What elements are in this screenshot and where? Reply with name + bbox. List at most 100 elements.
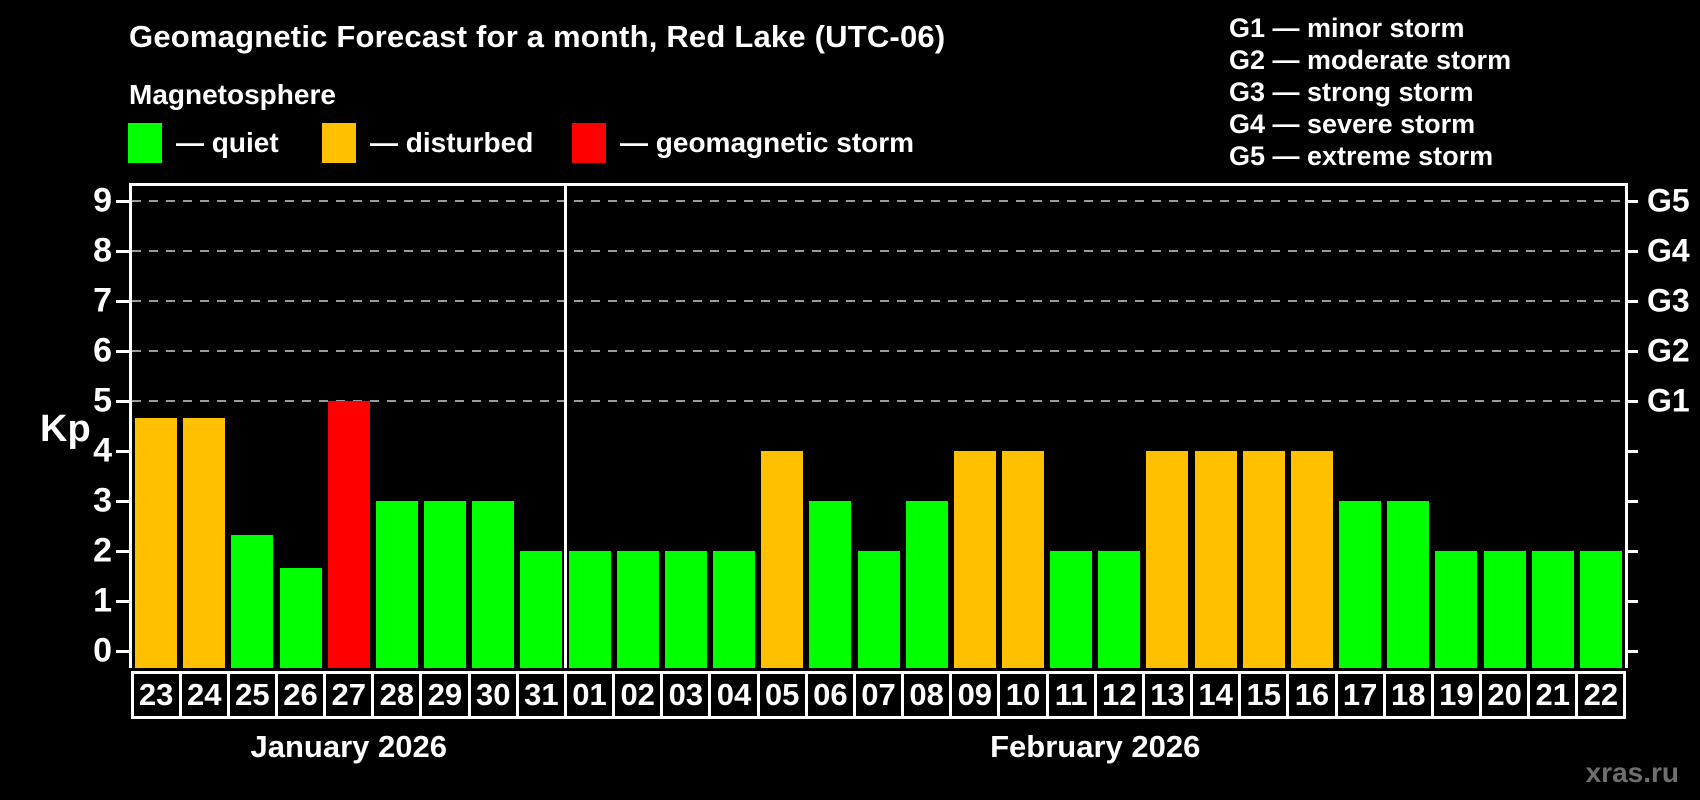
day-label-09: 09 (949, 671, 1001, 719)
kp-axis-title: Kp (40, 408, 91, 450)
right-tick-kp1 (1625, 599, 1638, 603)
day-label-23: 23 (130, 671, 182, 719)
watermark: xras.ru (1585, 757, 1679, 788)
gridline-kp8 (132, 250, 1625, 252)
storm-color-swatch (572, 123, 606, 163)
kp-bar-day-12 (1098, 551, 1141, 668)
day-label-03: 03 (660, 671, 712, 719)
day-label-19: 19 (1430, 671, 1482, 719)
kp-bar-day-19 (1435, 551, 1478, 668)
kp-bar-day-10 (1001, 451, 1044, 668)
day-label-06: 06 (804, 671, 856, 719)
kp-bar-day-09 (953, 451, 996, 668)
left-tick-kp3 (116, 499, 129, 503)
g-scale-legend-line: G4 — severe storm (1229, 109, 1476, 139)
kp-bar-day-18 (1387, 501, 1430, 668)
kp-tick-label-0: 0 (93, 631, 112, 670)
day-label-29: 29 (419, 671, 471, 719)
kp-bar-day-15 (1242, 451, 1285, 668)
kp-tick-label-4: 4 (93, 431, 112, 470)
kp-bar-day-11 (1050, 551, 1093, 668)
kp-tick-label-8: 8 (93, 231, 112, 270)
left-tick-kp7 (116, 299, 129, 303)
day-label-17: 17 (1334, 671, 1386, 719)
g-scale-label-g2: G2 (1647, 332, 1690, 369)
right-tick-kp7 (1625, 299, 1638, 303)
day-label-22: 22 (1575, 671, 1627, 719)
g-scale-label-g1: G1 (1647, 382, 1690, 419)
g-scale-legend-line: G1 — minor storm (1229, 13, 1465, 43)
kp-bar-day-17 (1339, 501, 1382, 668)
left-tick-kp8 (116, 249, 129, 253)
day-label-16: 16 (1286, 671, 1338, 719)
g-scale-label-g3: G3 (1647, 282, 1690, 319)
day-label-26: 26 (274, 671, 327, 719)
right-tick-kp8 (1625, 249, 1638, 253)
kp-bar-day-20 (1483, 551, 1526, 668)
month-label-january: January 2026 (250, 729, 447, 764)
legend-label-storm: — geomagnetic storm (620, 127, 915, 158)
right-tick-kp9 (1625, 199, 1638, 203)
gridline-kp6 (132, 350, 1625, 352)
kp-bar-day-21 (1531, 551, 1574, 668)
day-label-07: 07 (852, 671, 905, 719)
legend-item-disturbed: — disturbed (322, 122, 533, 164)
day-label-18: 18 (1382, 671, 1434, 719)
kp-bar-day-31 (520, 551, 563, 668)
g-scale-label-g4: G4 (1647, 232, 1690, 269)
kp-bar-day-29 (424, 501, 467, 668)
day-label-30: 30 (467, 671, 519, 719)
kp-tick-label-9: 9 (93, 181, 112, 220)
legend-item-storm: — geomagnetic storm (572, 122, 914, 164)
left-tick-kp5 (116, 399, 129, 403)
right-tick-kp2 (1625, 549, 1638, 553)
legend-label-disturbed: — disturbed (370, 127, 534, 158)
quiet-color-swatch (128, 123, 162, 163)
day-label-08: 08 (901, 671, 953, 719)
g-scale-legend-line: G5 — extreme storm (1229, 141, 1494, 171)
left-tick-kp9 (116, 199, 129, 203)
day-label-13: 13 (1141, 671, 1194, 719)
day-label-04: 04 (708, 671, 760, 719)
disturbed-color-swatch (322, 123, 356, 163)
day-label-01: 01 (563, 671, 616, 719)
g-scale-legend: G1 — minor storm G2 — moderate storm G3 … (1229, 12, 1511, 172)
g-scale-label-g5: G5 (1647, 182, 1690, 219)
right-tick-kp3 (1625, 499, 1638, 503)
kp-bar-day-03 (664, 551, 707, 668)
day-label-27: 27 (323, 671, 375, 719)
left-tick-kp4 (116, 449, 129, 453)
kp-tick-label-2: 2 (93, 531, 112, 570)
day-label-15: 15 (1238, 671, 1290, 719)
day-label-05: 05 (756, 671, 808, 719)
kp-tick-label-3: 3 (93, 481, 112, 520)
magnetosphere-subtitle: Magnetosphere (129, 79, 336, 110)
plot-border-top (129, 183, 1628, 186)
kp-bar-day-24 (183, 417, 226, 668)
right-tick-kp5 (1625, 399, 1638, 403)
month-separator (563, 183, 567, 668)
plot-border-right (1625, 183, 1628, 668)
kp-bar-day-28 (375, 501, 418, 668)
kp-bar-day-23 (135, 417, 178, 668)
page-title: Geomagnetic Forecast for a month, Red La… (129, 19, 946, 54)
g-scale-legend-line: G3 — strong storm (1229, 77, 1474, 107)
gridline-kp9 (132, 200, 1625, 202)
day-label-31: 31 (515, 671, 567, 719)
day-label-20: 20 (1479, 671, 1531, 719)
left-tick-kp2 (116, 549, 129, 553)
day-label-28: 28 (371, 671, 423, 719)
kp-tick-label-6: 6 (93, 331, 112, 370)
gridline-kp5 (132, 400, 1625, 402)
day-label-25: 25 (226, 671, 278, 719)
kp-bar-day-16 (1290, 451, 1333, 668)
kp-bar-day-13 (1146, 451, 1189, 668)
plot-border-left (129, 183, 132, 668)
kp-bar-day-02 (616, 551, 659, 668)
right-tick-kp6 (1625, 349, 1638, 353)
kp-bar-day-05 (761, 451, 804, 668)
kp-bar-day-08 (905, 501, 948, 668)
day-axis-row: 23 24 25 26 27 28 29 30 31 01 02 03 04 05 06 07 08 09 10 11… (130, 671, 1627, 719)
kp-bar-day-06 (809, 501, 852, 668)
